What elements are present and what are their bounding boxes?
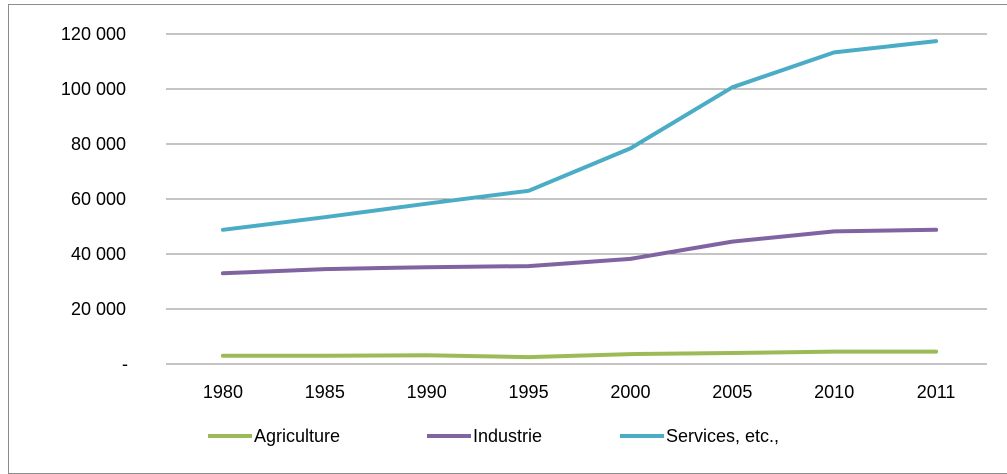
x-tick-label: 1980 — [203, 382, 243, 402]
legend-label: Agriculture — [254, 426, 340, 446]
x-tick-label: 2000 — [610, 382, 650, 402]
legend-label: Services, etc., — [666, 426, 779, 446]
y-tick-label: - — [122, 354, 128, 374]
series-line-industrie — [223, 230, 936, 273]
y-tick-label: 120 000 — [61, 24, 126, 44]
y-tick-label: 60 000 — [71, 189, 126, 209]
gridlines — [166, 34, 987, 364]
x-tick-label: 1990 — [407, 382, 447, 402]
series-line-services-etc — [223, 41, 936, 230]
x-tick-label: 2011 — [917, 382, 956, 402]
y-tick-label: 100 000 — [61, 79, 126, 99]
x-tick-label: 1995 — [509, 382, 549, 402]
y-tick-label: 80 000 — [71, 134, 126, 154]
x-axis-ticks: 1980 1985 1990 1995 2000 2005 2010 2011 — [203, 382, 956, 402]
y-tick-label: 40 000 — [71, 244, 126, 264]
y-axis-ticks: - 20 000 40 000 60 000 80 000 100 000 120 000 — [61, 24, 128, 374]
x-tick-label: 2010 — [814, 382, 854, 402]
x-tick-label: 1985 — [305, 382, 345, 402]
y-tick-label: 20 000 — [71, 299, 126, 319]
series-line-agriculture — [223, 352, 936, 358]
legend-label: Industrie — [473, 426, 542, 446]
x-tick-label: 2005 — [712, 382, 752, 402]
legend: Agriculture Industrie Services, etc., — [208, 426, 779, 446]
